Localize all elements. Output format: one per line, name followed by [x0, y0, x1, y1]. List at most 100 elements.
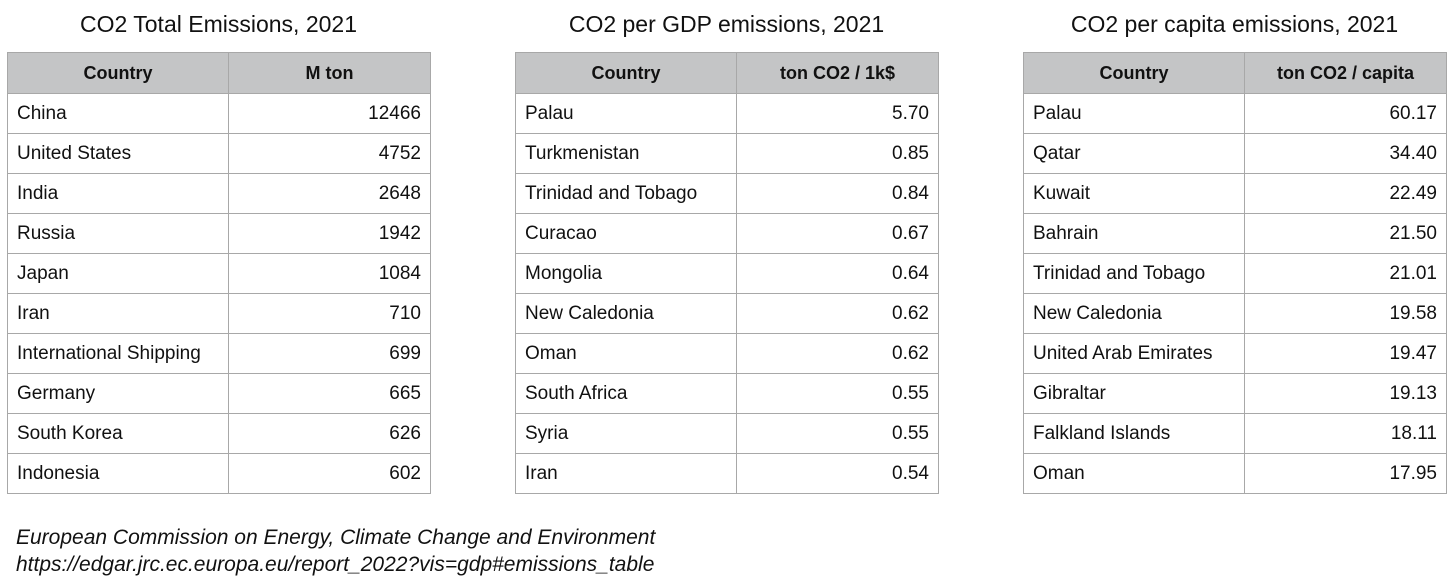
- value-cell: 0.67: [736, 213, 939, 254]
- value-cell: 17.95: [1244, 453, 1447, 494]
- total-emissions-table: Country M ton China 12466 United States 47…: [7, 52, 431, 494]
- header-row: Country ton CO2 / 1k$: [515, 52, 939, 94]
- value-cell: 19.47: [1244, 333, 1447, 374]
- value-cell: 1942: [228, 213, 431, 254]
- table-row: Oman 0.62: [515, 333, 939, 374]
- per-capita-emissions-block: CO2 per capita emissions, 2021 Country t…: [1023, 0, 1447, 494]
- table-row: Indonesia 602: [7, 453, 431, 494]
- total-emissions-block: CO2 Total Emissions, 2021 Country M ton …: [7, 0, 431, 494]
- header-row: Country ton CO2 / capita: [1023, 52, 1447, 94]
- value-cell: 665: [228, 373, 431, 414]
- country-cell: Japan: [7, 253, 229, 294]
- table-row: Iran 710: [7, 293, 431, 334]
- value-cell: 710: [228, 293, 431, 334]
- country-cell: Oman: [1023, 453, 1245, 494]
- country-cell: Falkland Islands: [1023, 413, 1245, 454]
- country-cell: Oman: [515, 333, 737, 374]
- country-cell: South Korea: [7, 413, 229, 454]
- table-row: Kuwait 22.49: [1023, 173, 1447, 214]
- per-gdp-emissions-table: Country ton CO2 / 1k$ Palau 5.70 Turkmeni…: [515, 52, 939, 494]
- table-title: CO2 Total Emissions, 2021: [80, 11, 357, 37]
- table-row: Palau 5.70: [515, 93, 939, 134]
- table-row: China 12466: [7, 93, 431, 134]
- table-row: Trinidad and Tobago 21.01: [1023, 253, 1447, 294]
- value-cell: 0.62: [736, 293, 939, 334]
- column-header-value: ton CO2 / capita: [1244, 52, 1447, 94]
- table-row: United Arab Emirates 19.47: [1023, 333, 1447, 374]
- table-title: CO2 per GDP emissions, 2021: [568, 11, 885, 37]
- country-cell: Bahrain: [1023, 213, 1245, 254]
- value-cell: 22.49: [1244, 173, 1447, 214]
- country-cell: Russia: [7, 213, 229, 254]
- column-header-value: M ton: [228, 52, 431, 94]
- value-cell: 626: [228, 413, 431, 454]
- value-cell: 4752: [228, 133, 431, 174]
- table-row: Turkmenistan 0.85: [515, 133, 939, 174]
- source-note: European Commission on Energy, Climate C…: [16, 524, 655, 578]
- table-row: United States 4752: [7, 133, 431, 174]
- table-row: Falkland Islands 18.11: [1023, 413, 1447, 454]
- country-cell: Gibraltar: [1023, 373, 1245, 414]
- table-row: Oman 17.95: [1023, 453, 1447, 494]
- table-title: CO2 per capita emissions, 2021: [1070, 11, 1399, 37]
- country-cell: Curacao: [515, 213, 737, 254]
- country-cell: Mongolia: [515, 253, 737, 294]
- table-row: New Caledonia 0.62: [515, 293, 939, 334]
- table-row: Trinidad and Tobago 0.84: [515, 173, 939, 214]
- country-cell: Syria: [515, 413, 737, 454]
- source-line-url: https://edgar.jrc.ec.europa.eu/report_20…: [16, 553, 655, 576]
- table-row: Qatar 34.40: [1023, 133, 1447, 174]
- value-cell: 0.55: [736, 413, 939, 454]
- value-cell: 5.70: [736, 93, 939, 134]
- value-cell: 1084: [228, 253, 431, 294]
- table-row: Mongolia 0.64: [515, 253, 939, 294]
- value-cell: 699: [228, 333, 431, 374]
- table-row: Gibraltar 19.13: [1023, 373, 1447, 414]
- country-cell: Palau: [515, 93, 737, 134]
- table-row: South Africa 0.55: [515, 373, 939, 414]
- country-cell: Kuwait: [1023, 173, 1245, 214]
- table-row: Palau 60.17: [1023, 93, 1447, 134]
- table-row: Russia 1942: [7, 213, 431, 254]
- country-cell: Palau: [1023, 93, 1245, 134]
- country-cell: Iran: [7, 293, 229, 334]
- country-cell: New Caledonia: [515, 293, 737, 334]
- table-row: Germany 665: [7, 373, 431, 414]
- value-cell: 19.58: [1244, 293, 1447, 334]
- country-cell: United States: [7, 133, 229, 174]
- value-cell: 0.84: [736, 173, 939, 214]
- value-cell: 0.54: [736, 453, 939, 494]
- table-row: Japan 1084: [7, 253, 431, 294]
- table-row: South Korea 626: [7, 413, 431, 454]
- country-cell: Qatar: [1023, 133, 1245, 174]
- table-row: Iran 0.54: [515, 453, 939, 494]
- value-cell: 21.50: [1244, 213, 1447, 254]
- value-cell: 0.55: [736, 373, 939, 414]
- country-cell: China: [7, 93, 229, 134]
- per-capita-emissions-table: Country ton CO2 / capita Palau 60.17 Qata…: [1023, 52, 1447, 494]
- country-cell: United Arab Emirates: [1023, 333, 1245, 374]
- country-cell: South Africa: [515, 373, 737, 414]
- value-cell: 18.11: [1244, 413, 1447, 454]
- table-row: India 2648: [7, 173, 431, 214]
- value-cell: 602: [228, 453, 431, 494]
- table-row: Curacao 0.67: [515, 213, 939, 254]
- header-row: Country M ton: [7, 52, 431, 94]
- column-header-country: Country: [7, 52, 229, 94]
- value-cell: 60.17: [1244, 93, 1447, 134]
- column-header-country: Country: [515, 52, 737, 94]
- country-cell: Germany: [7, 373, 229, 414]
- value-cell: 0.62: [736, 333, 939, 374]
- table-row: New Caledonia 19.58: [1023, 293, 1447, 334]
- country-cell: Trinidad and Tobago: [1023, 253, 1245, 294]
- table-row: Syria 0.55: [515, 413, 939, 454]
- value-cell: 2648: [228, 173, 431, 214]
- value-cell: 21.01: [1244, 253, 1447, 294]
- country-cell: International Shipping: [7, 333, 229, 374]
- value-cell: 19.13: [1244, 373, 1447, 414]
- value-cell: 34.40: [1244, 133, 1447, 174]
- table-row: International Shipping 699: [7, 333, 431, 374]
- value-cell: 0.85: [736, 133, 939, 174]
- per-gdp-emissions-block: CO2 per GDP emissions, 2021 Country ton …: [515, 0, 939, 494]
- country-cell: Iran: [515, 453, 737, 494]
